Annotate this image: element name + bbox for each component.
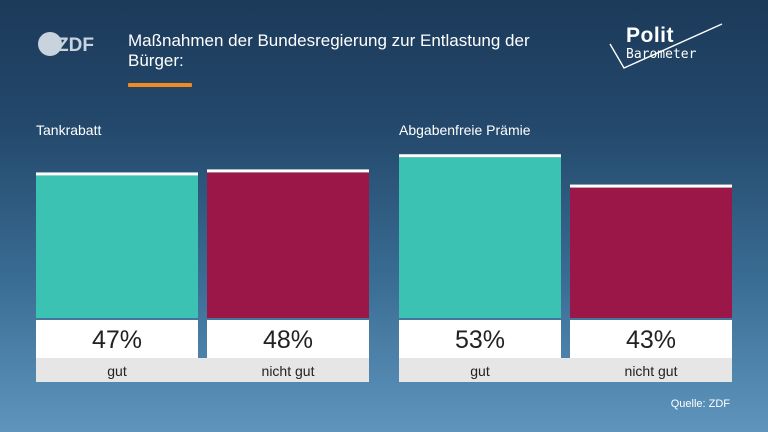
category-gap-1 [561, 358, 570, 382]
category-label-0-gut: gut [107, 363, 127, 379]
bar-0-gut [36, 175, 198, 318]
category-label-0-nicht-gut: nicht gut [262, 363, 315, 379]
logo-barometer-text: Barometer [626, 47, 697, 62]
value-box-0-nicht-gut [207, 320, 369, 358]
value-label-0-nicht-gut: 48% [263, 326, 313, 354]
zdf-logo-icon: ZDF [38, 32, 94, 56]
bar-1-gut [399, 157, 561, 318]
category-label-1-nicht-gut: nicht gut [625, 363, 678, 379]
zdf-logo-text: ZDF [57, 35, 94, 56]
category-box-1-gut [399, 358, 561, 382]
value-label-0-gut: 47% [92, 326, 142, 354]
bar-0-nicht-gut [207, 172, 369, 318]
source-note: Quelle: ZDF [670, 398, 730, 410]
value-label-1-gut: 53% [455, 326, 505, 354]
group-title-tankrabatt: Tankrabatt [36, 122, 102, 138]
value-label-1-nicht-gut: 43% [626, 326, 676, 354]
group-title-abgabenfreie-praemie: Abgabenfreie Prämie [399, 122, 531, 138]
value-box-1-nicht-gut [570, 320, 732, 358]
value-box-0-gut [36, 320, 198, 358]
politbarometer-logo: Polit Barometer [600, 22, 724, 74]
value-box-1-gut [399, 320, 561, 358]
bar-1-nicht-gut [570, 187, 732, 318]
category-gap-0 [198, 358, 207, 382]
title-accent-line [128, 83, 192, 87]
category-box-1-nicht-gut [570, 358, 732, 382]
check-mark-icon [609, 23, 723, 69]
category-box-0-gut [36, 358, 198, 382]
bar-cap-1-nicht-gut [570, 184, 732, 188]
category-label-1-gut: gut [470, 363, 490, 379]
category-box-0-nicht-gut [207, 358, 369, 382]
page-title: Maßnahmen der Bundesregierung zur Entlas… [128, 31, 530, 70]
logo-polit-text: Polit [626, 24, 674, 47]
bar-cap-0-nicht-gut [207, 169, 369, 173]
bar-cap-1-gut [399, 154, 561, 158]
bar-cap-0-gut [36, 172, 198, 176]
